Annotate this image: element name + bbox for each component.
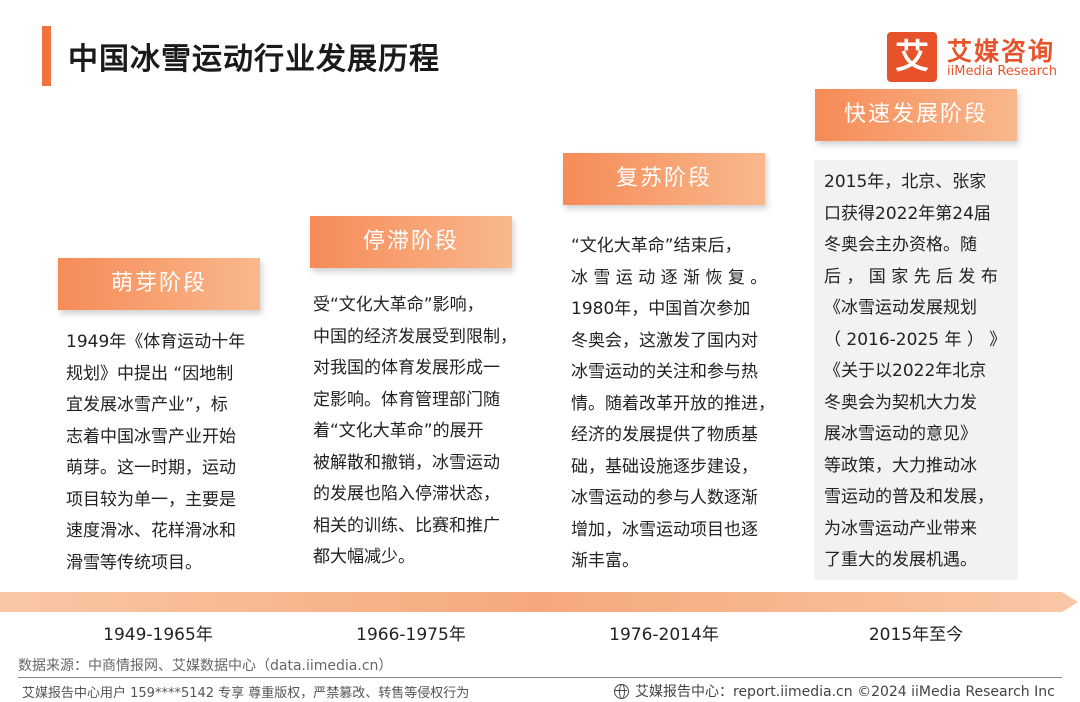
stage-2-line: 中国的经济发展受到限制， — [313, 326, 517, 347]
stage-4-line: 为冰雪运动产业带来 — [824, 518, 977, 539]
stage-2-years: 1966-1975年 — [356, 625, 466, 645]
stage-4-line: 《冰雪运动发展规划 — [824, 298, 977, 318]
footer-copyright-notice: 艾媒报告中心用户 159****5142 专享 尊重版权，严禁篡改、转售等侵权行… — [22, 686, 470, 701]
stage-4-years: 2015年至今 — [868, 625, 964, 645]
stage-1-years: 1949-1965年 — [103, 625, 213, 645]
stage-4-heading: 快速发展阶段 — [815, 89, 1017, 141]
stage-1-description: 1949年《体育运动十年 规划》中提出 “因地制 宜发展冰雪产业”，标 志着中国冰雪产… — [66, 327, 256, 579]
footer-divider — [18, 677, 1062, 678]
stage-2-line: 着“文化大革命”的展开 — [313, 421, 484, 441]
stage-3-heading: 复苏阶段 — [563, 153, 765, 205]
globe-icon — [614, 684, 629, 699]
stage-4-line: （ 2016-2025 年 ） 》 — [824, 329, 1007, 350]
stage-2-line: 受“文化大革命”影响， — [313, 295, 484, 315]
page-title: 中国冰雪运动行业发展历程 — [68, 42, 440, 77]
stage-4-line: 后 ， 国 家 先 后 发 布 — [824, 266, 998, 287]
stage-3-line: 渐丰富。 — [571, 551, 639, 571]
stage-2-line: 的发展也陷入停滞状态， — [313, 484, 500, 504]
logo-name-en: iiMedia Research — [947, 64, 1058, 79]
title-accent-bar — [42, 26, 51, 86]
logo-mark: 艾 — [887, 32, 937, 82]
stage-4-line: 口获得2022年第24届 — [824, 203, 991, 224]
stage-2-description: 受“文化大革命”影响， 中国的经济发展受到限制， 对我国的体育发展形成一 定影响。体育… — [313, 290, 525, 574]
stage-2-line: 相关的训练、比赛和推广 — [313, 515, 500, 536]
stage-4-line: 等政策，大力推动冰 — [824, 455, 977, 476]
stage-4-line: 2015年，北京、张家 — [824, 172, 987, 192]
stage-3-years: 1976-2014年 — [609, 625, 719, 645]
stage-4-line: 冬奥会为契机大力发 — [824, 392, 977, 413]
stage-1-line: 宜发展冰雪产业”，标 — [66, 395, 228, 415]
stage-3-line: “文化大革命”结束后， — [571, 236, 742, 256]
stage-3-line: 情。随着改革开放的推进， — [571, 393, 775, 414]
stage-3-line: 冰雪运动的参与人数逐渐 — [571, 488, 758, 508]
stage-2-heading: 停滞阶段 — [310, 216, 512, 268]
stage-1-line: 规划》中提出 “因地制 — [66, 363, 234, 384]
stage-3-line: 增加，冰雪运动项目也逐 — [571, 519, 758, 540]
stage-4-background-panel — [814, 160, 1018, 580]
stage-1-line: 志着中国冰雪产业开始 — [66, 426, 236, 447]
stage-2-line: 对我国的体育发展形成一 — [313, 358, 500, 378]
stage-1-line: 项目较为单一，主要是 — [66, 489, 236, 510]
stage-1-line: 萌芽。这一时期，运动 — [66, 458, 236, 478]
stage-1-heading: 萌芽阶段 — [58, 258, 260, 310]
stage-3-line: 冰 雪 运 动 逐 渐 恢 复 。 — [571, 267, 768, 288]
timeline-arrow — [0, 592, 1078, 612]
stage-3-line: 冰雪运动的关注和参与热 — [571, 362, 758, 382]
stage-4-description: 2015年，北京、张家 口获得2022年第24届 冬奥会主办资格。随后 ， 国 家 … — [824, 167, 1012, 577]
stage-2-line: 被解散和撤销，冰雪运动 — [313, 452, 500, 473]
stage-3-line: 经济的发展提供了物质基 — [571, 425, 758, 445]
footer-report-center-text: 艾媒报告中心：report.iimedia.cn ©2024 iiMedia R… — [635, 684, 1055, 700]
stage-4-line: 了重大的发展机遇。 — [824, 550, 977, 570]
stage-4-line: 《关于以2022年北京 — [824, 361, 987, 381]
data-source: 数据来源：中商情报网、艾媒数据中心（data.iimedia.cn） — [18, 658, 393, 674]
stage-4-line: 展冰雪运动的意见》 — [824, 424, 977, 444]
stage-2-line: 定影响。体育管理部门随 — [313, 389, 500, 410]
stage-1-line: 滑雪等传统项目。 — [66, 552, 202, 573]
stage-3-line: 冬奥会，这激发了国内对 — [571, 330, 758, 351]
stage-3-description: “文化大革命”结束后， 冰 雪 运 动 逐 渐 恢 复 。 1980年，中国首次参加… — [571, 231, 781, 578]
stage-4-line: 冬奥会主办资格。随 — [824, 235, 977, 255]
stage-1-line: 1949年《体育运动十年 — [66, 332, 246, 352]
footer-report-center: 艾媒报告中心：report.iimedia.cn ©2024 iiMedia R… — [614, 681, 1055, 701]
stage-2-line: 都大幅减少。 — [313, 547, 415, 567]
stage-3-line: 础，基础设施逐步建设， — [571, 456, 758, 477]
stage-4-line: 雪运动的普及和发展， — [824, 487, 994, 507]
stage-3-line: 1980年，中国首次参加 — [571, 299, 751, 319]
iimedia-logo: 艾 艾媒咨询 iiMedia Research — [887, 32, 1067, 82]
logo-name-cn: 艾媒咨询 — [947, 37, 1056, 66]
stage-1-line: 速度滑冰、花样滑冰和 — [66, 521, 236, 541]
